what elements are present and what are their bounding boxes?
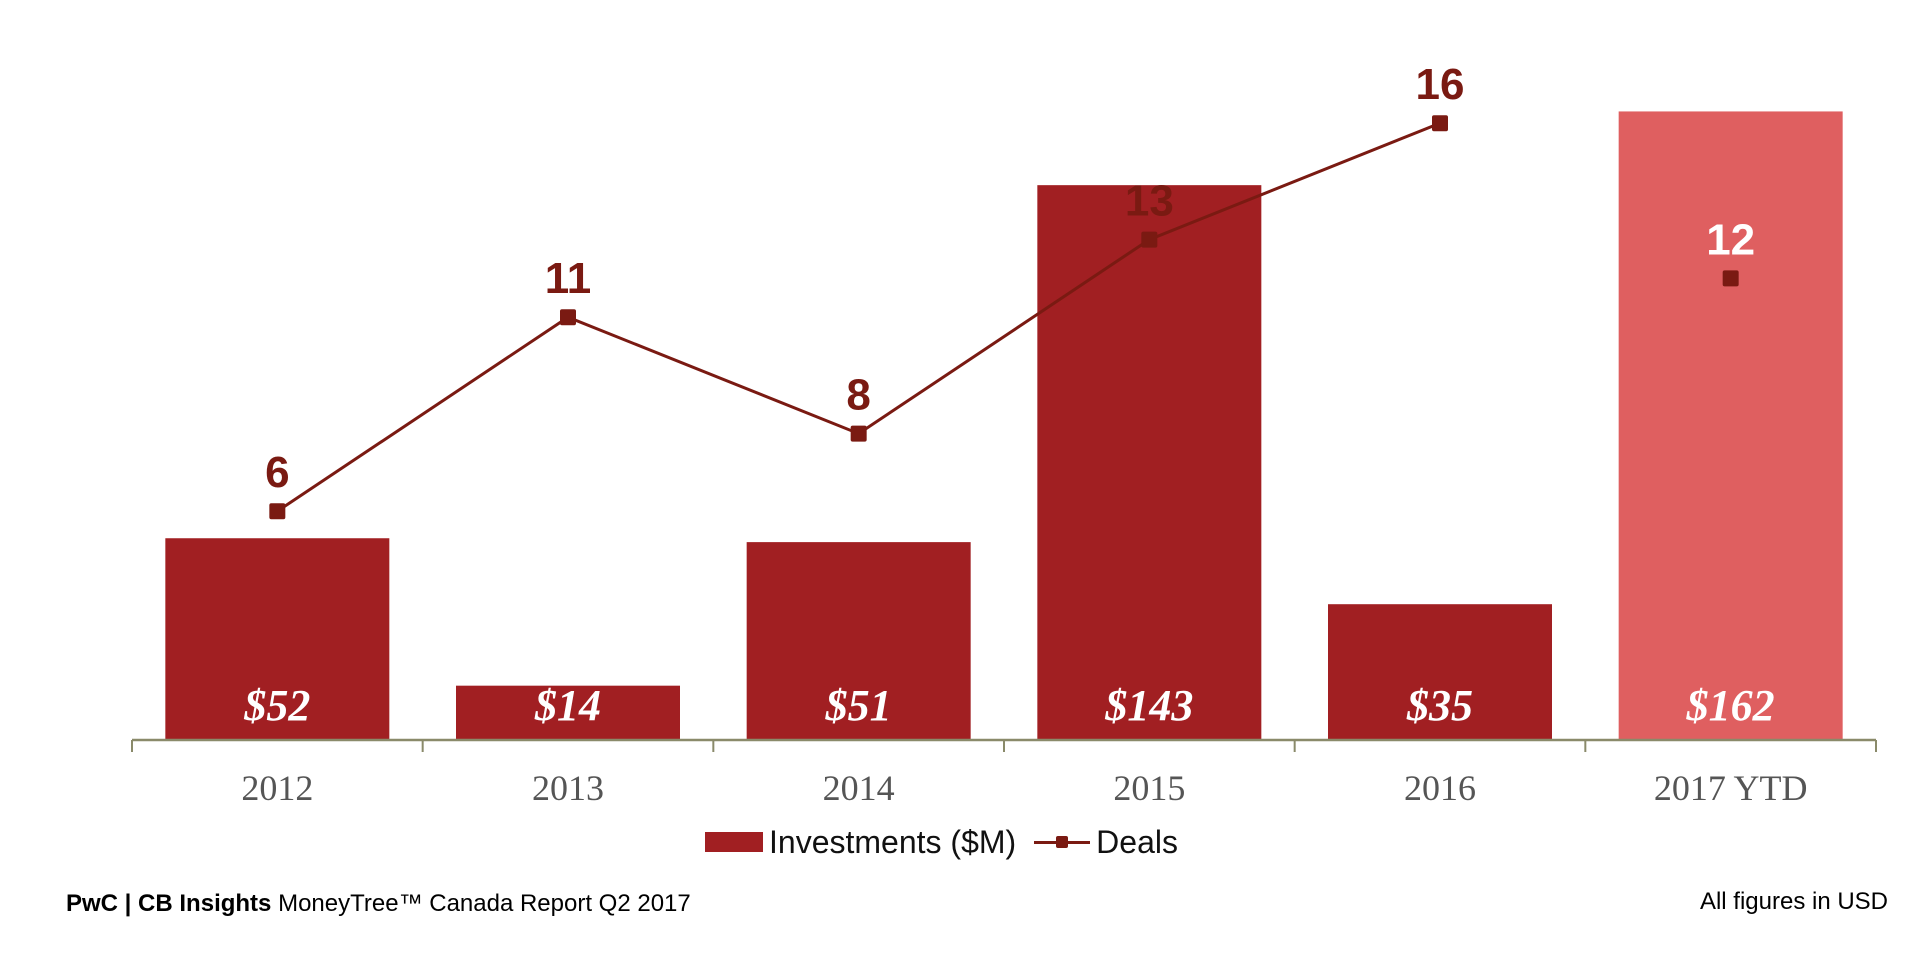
deals-marker [269,503,286,520]
deals-marker [1722,270,1739,287]
deals-marker [850,425,867,442]
x-tick-label: 2014 [823,768,895,808]
legend-item-investments: Investments ($M) [705,824,1016,861]
x-tick-label: 2015 [1113,768,1185,808]
legend: Investments ($M) Deals [705,820,1196,864]
footer-brand: PwC | CB Insights [66,890,272,917]
bar-2017-ytd [1618,111,1843,740]
legend-deals-label: Deals [1096,823,1178,860]
bar-value-label: $14 [534,681,601,730]
deals-value-label: 11 [545,254,592,303]
legend-item-deals: Deals [1034,824,1178,861]
bar-value-label: $51 [825,681,892,730]
deals-value-label: 12 [1706,215,1755,264]
bar-2015 [1037,185,1262,740]
footer-source: PwC | CB Insights MoneyTree™ Canada Repo… [66,890,691,918]
x-tick-label: 2013 [532,768,604,808]
bar-value-label: $162 [1686,681,1775,730]
bar-value-label: $35 [1406,681,1473,730]
x-tick-label: 2017 YTD [1654,768,1808,808]
bar-value-label: $52 [243,681,310,730]
x-tick-label: 2012 [241,768,313,808]
deals-marker [1141,231,1158,248]
bar-value-label: $143 [1104,681,1193,730]
legend-line-swatch [1034,832,1091,852]
deals-value-label: 13 [1125,177,1174,226]
footer-report: MoneyTree™ Canada Report Q2 2017 [278,890,691,917]
footer-note: All figures in USD [1699,888,1888,915]
bar-2012 [165,538,390,740]
bar-2014 [746,542,971,740]
deals-marker [560,309,576,326]
bar-2016 [1328,604,1552,740]
legend-investments-label: Investments ($M) [769,823,1017,860]
legend-bar-swatch [705,832,763,852]
deals-value-label: 8 [846,371,870,420]
deals-value-label: 6 [265,448,289,497]
deals-line [276,121,1441,513]
deals-marker [1432,115,1448,132]
bar-2013 [456,685,680,740]
x-tick-label: 2016 [1404,768,1476,808]
deals-value-label: 16 [1416,60,1465,109]
